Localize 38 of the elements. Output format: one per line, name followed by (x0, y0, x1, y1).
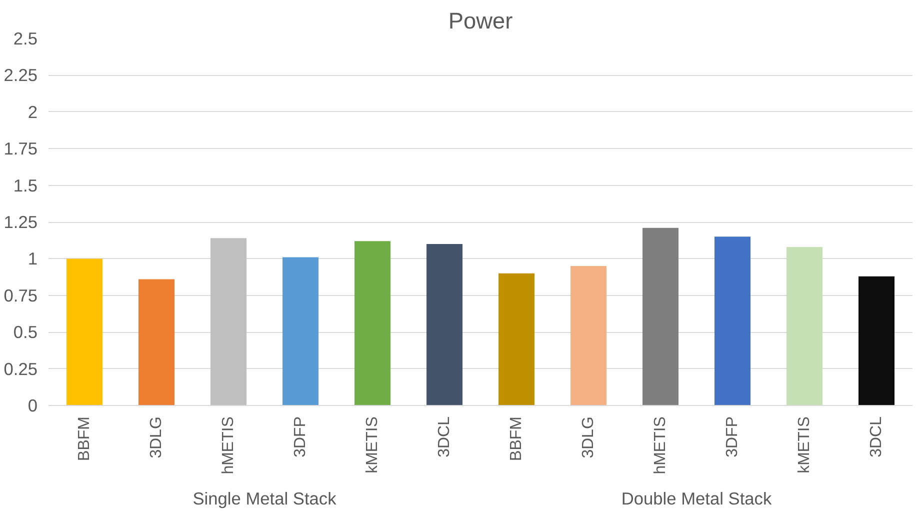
bar (66, 258, 102, 406)
chart-title: Power (448, 8, 514, 34)
y-tick-label: 0 (28, 396, 38, 416)
y-tick-label: 0.75 (4, 285, 38, 306)
bar (426, 244, 462, 406)
bar (354, 241, 390, 406)
y-tick-label: 1.75 (4, 138, 38, 159)
y-tick-label: 2 (28, 102, 38, 122)
x-tick-label: 3DCL (436, 416, 453, 458)
x-tick-label: 3DLG (580, 416, 597, 458)
bar (858, 276, 894, 406)
bar (282, 257, 318, 406)
y-tick-label: 2.5 (13, 28, 38, 48)
bar (714, 236, 750, 406)
y-tick-label: 2.25 (4, 65, 38, 86)
x-tick-label: 3DCL (868, 416, 885, 458)
bar (138, 279, 174, 406)
x-tick-label: 3DFP (724, 416, 741, 458)
y-tick-label: 1.5 (13, 175, 38, 196)
x-tick-label: kMETIS (796, 416, 813, 474)
y-tick-label: 1 (28, 248, 38, 269)
y-tick-label: 0.25 (4, 358, 38, 379)
bar (570, 266, 606, 406)
x-tick-label: BBFM (76, 416, 93, 461)
text: Single Metal Stack (192, 488, 337, 508)
x-tick-label: hMETIS (652, 416, 669, 474)
x-tick-label: BBFM (508, 416, 525, 461)
x-tick-label: 3DLG (148, 416, 165, 458)
bar (786, 246, 822, 406)
bar (210, 238, 246, 406)
bar (498, 273, 534, 406)
y-tick-label: 0.5 (13, 322, 38, 342)
x-tick-label: 3DFP (292, 416, 309, 458)
text: Double Metal Stack (621, 488, 772, 508)
y-tick-label: 1.25 (4, 212, 38, 232)
x-tick-label: kMETIS (364, 416, 381, 474)
bar (642, 228, 678, 406)
x-tick-label: hMETIS (220, 416, 237, 474)
